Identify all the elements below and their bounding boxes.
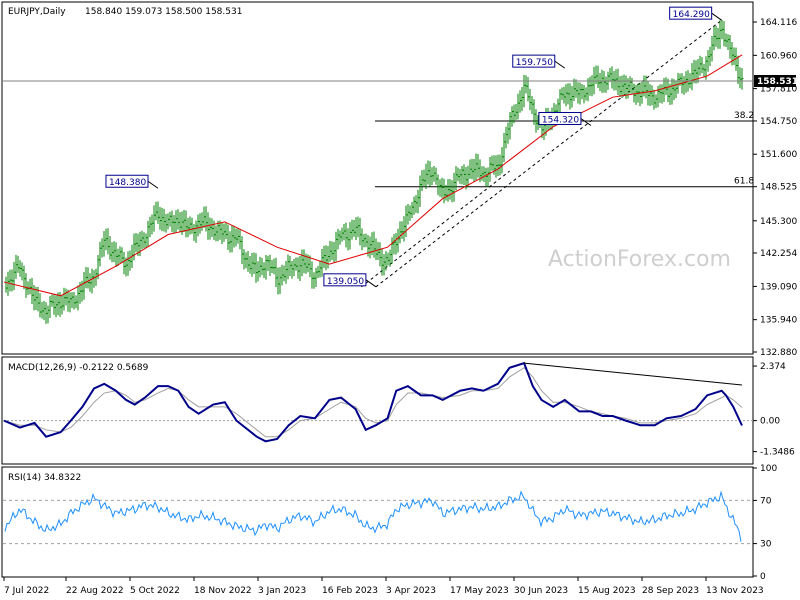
annotation-box (105, 174, 149, 188)
price-axis-label: 160.960 (760, 51, 797, 61)
retracement-label: 61.8 (734, 177, 754, 187)
date-axis: 7 Jul 2022 22 Aug 2022 5 Oct 2022 18 Nov 20… (3, 577, 764, 596)
price-axis-label: 132.880 (760, 348, 797, 358)
annotation-leader (580, 118, 592, 126)
retracement-label: 38.2 (734, 111, 754, 121)
annotation-label: 154.320 (542, 115, 579, 125)
price-axis-label: 164.116 (760, 18, 797, 28)
macd-line (3, 361, 743, 443)
trendline (375, 19, 722, 288)
price-annotations: 164.290 159.750 154.320 148.380 139.050 (105, 6, 722, 288)
annotation-box (323, 273, 367, 287)
annotation-box (669, 6, 713, 20)
date-axis-label: 5 Oct 2022 (130, 586, 180, 596)
macd-axis-label: 0.00 (760, 417, 780, 427)
moving-average-layer (3, 54, 743, 297)
rsi-title: RSI(14) 34.8322 (8, 473, 81, 483)
macd-layer (3, 361, 753, 443)
date-axis-label: 16 Feb 2023 (322, 586, 378, 596)
date-axis-label: 17 May 2023 (450, 586, 509, 596)
date-axis-label: 28 Sep 2023 (642, 586, 699, 596)
price-axis-label: 157.810 (760, 85, 797, 95)
price-axis: 164.116 160.960 157.810 154.750 151.600 148.5… (753, 18, 797, 358)
date-axis-label: 18 Nov 2022 (194, 586, 252, 596)
annotation-label: 148.380 (109, 178, 146, 188)
price-axis-label: 151.600 (760, 150, 797, 160)
price-axis-label: 154.750 (760, 117, 797, 127)
date-axis-label: 13 Nov 2023 (706, 586, 764, 596)
annotation-label: 139.050 (327, 277, 364, 287)
rsi-axis: 100 70 30 0 (753, 464, 777, 582)
rsi-axis-label: 0 (760, 572, 766, 582)
rsi-axis-label: 70 (760, 496, 772, 506)
price-title-ohlc: 158.840 159.073 158.500 158.531 (85, 7, 242, 17)
annotation-leader (365, 279, 377, 288)
price-bars-layer (5, 19, 744, 324)
annotation-leader (711, 12, 722, 21)
annotation-label: 164.290 (673, 10, 710, 20)
date-axis-label: 22 Aug 2022 (66, 586, 124, 596)
date-axis-label: 30 Jun 2023 (514, 586, 568, 596)
annotation-box (538, 111, 582, 125)
date-axis-label: 7 Jul 2022 (4, 586, 49, 596)
watermark: ActionForex.com (548, 247, 731, 272)
rsi-axis-label: 30 (760, 540, 772, 550)
annotation-label: 159.750 (516, 58, 553, 68)
date-axis-label: 15 Aug 2023 (578, 586, 636, 596)
macd-axis: 2.374 0.00 -1.3486 (753, 362, 795, 458)
date-axis-label: 3 Jan 2023 (258, 586, 306, 596)
date-axis-label: 3 Apr 2023 (386, 586, 436, 596)
last-price-label: 158.531 (757, 77, 798, 87)
last-price-tag (754, 75, 796, 87)
rsi-layer (3, 490, 753, 545)
macd-axis-label: 2.374 (760, 362, 786, 372)
price-title-symbol: EURJPY,Daily (8, 7, 66, 17)
macd-signal-line (3, 367, 743, 438)
annotation-leader (554, 60, 566, 69)
moving-average-line (3, 54, 743, 297)
macd-title: MACD(12,26,9) -0.2122 0.5689 (8, 363, 149, 373)
rsi-line (4, 490, 742, 542)
price-axis-label: 142.254 (760, 249, 797, 259)
macd-axis-label: -1.3486 (760, 448, 795, 458)
price-axis-label: 139.090 (760, 282, 797, 292)
price-axis-label: 145.300 (760, 217, 797, 227)
macd-panel (1, 356, 754, 465)
price-axis-label: 148.525 (760, 183, 797, 193)
macd-divergence-line (524, 362, 743, 386)
annotation-leader (147, 180, 159, 189)
rsi-panel (1, 466, 754, 578)
annotation-box (512, 54, 556, 68)
rsi-axis-label: 100 (760, 464, 777, 474)
price-axis-label: 135.940 (760, 316, 797, 326)
